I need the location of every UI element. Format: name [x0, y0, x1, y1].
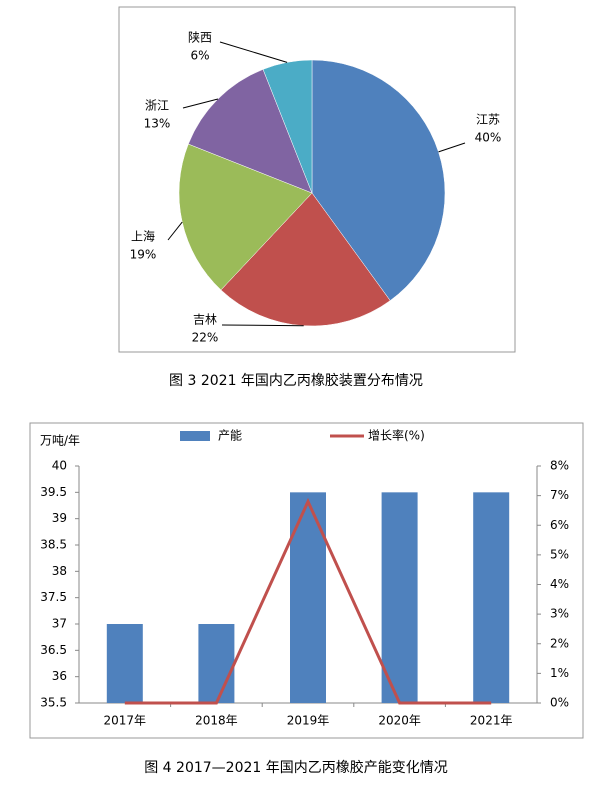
y-tick-label: 38.5	[40, 538, 67, 552]
y-tick-label: 35.5	[40, 696, 67, 710]
y-tick-label: 36	[52, 669, 67, 683]
y2-tick-label: 1%	[550, 666, 569, 680]
legend-label: 增长率(%)	[368, 428, 425, 443]
y2-tick-label: 3%	[550, 607, 569, 621]
leader-line	[438, 142, 466, 153]
bar	[198, 624, 235, 703]
y2-tick-label: 2%	[550, 636, 569, 650]
line-series	[124, 497, 492, 705]
caption: 图 3 2021 年国内乙丙橡胶装置分布情况	[169, 372, 423, 389]
y-axis-label: 万吨/年	[40, 434, 80, 448]
y-tick-label: 37.5	[40, 590, 67, 604]
y2-tick-label: 8%	[550, 459, 569, 473]
pie-slice	[311, 59, 446, 301]
x-tick-label: 2017年	[104, 714, 147, 728]
x-tick-label: 2020年	[378, 714, 421, 728]
y-tick-label: 39.5	[40, 485, 67, 499]
x-tick-label: 2018年	[195, 714, 238, 728]
y2-tick-label: 4%	[550, 577, 569, 591]
slice-value-label: 19%	[130, 248, 157, 262]
slice-name: 上海	[131, 229, 155, 244]
leader-line	[182, 98, 219, 109]
pie-slice	[188, 69, 313, 194]
y-tick-label: 40	[52, 459, 67, 473]
bar	[473, 492, 510, 703]
slice-value-label: 22%	[192, 331, 219, 345]
slice-name: 吉林	[193, 313, 217, 327]
slice-name: 浙江	[145, 99, 169, 113]
slice-name: 江苏	[476, 113, 500, 127]
bar	[290, 492, 326, 703]
x-tick-label: 2021年	[470, 714, 513, 728]
bar	[106, 624, 143, 703]
legend-label: 产能	[218, 429, 242, 443]
slice-name: 陕西	[188, 30, 212, 45]
leader-line	[219, 41, 288, 63]
bar	[381, 492, 418, 703]
caption: 图 4 2017—2021 年国内乙丙橡胶产能变化情况	[144, 759, 448, 776]
slice-value-label: 40%	[475, 131, 502, 145]
y-tick-label: 39	[52, 511, 67, 525]
y2-tick-label: 5%	[550, 547, 569, 561]
legend-swatch	[180, 431, 210, 441]
slice-value-label: 6%	[190, 49, 209, 63]
leader-line	[221, 324, 304, 327]
y2-tick-label: 7%	[550, 488, 569, 502]
y-tick-label: 36.5	[40, 643, 67, 657]
y2-tick-label: 6%	[550, 518, 569, 532]
y-tick-label: 38	[52, 564, 67, 578]
x-tick-label: 2019年	[287, 714, 330, 728]
leader-line	[167, 221, 183, 241]
y2-tick-label: 0%	[550, 696, 569, 710]
slice-value-label: 13%	[144, 117, 171, 131]
pie-slice	[178, 143, 313, 291]
y-tick-label: 37	[52, 617, 67, 631]
